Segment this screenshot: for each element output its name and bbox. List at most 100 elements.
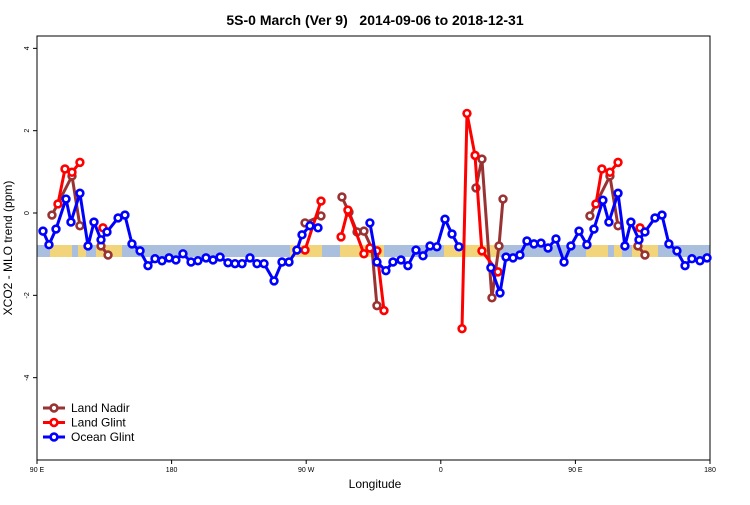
data-point [680,261,690,271]
data-point [96,235,106,245]
data-point [365,218,375,228]
data-point [591,199,601,209]
data-point [515,250,525,260]
data-point [418,251,428,261]
data-point [143,261,153,271]
y-tick-label: 0 [24,211,31,215]
data-point [178,249,188,259]
data-point [316,211,326,221]
y-tick-label: -2 [24,292,31,298]
data-point [494,241,504,251]
data-point [447,229,457,239]
series [47,154,650,311]
data-point [103,250,113,260]
data-point [411,245,421,255]
data-point [171,255,181,265]
data-point [305,221,315,231]
legend-marker [49,432,59,442]
data-point [193,256,203,266]
land-band [78,245,86,257]
data-point [75,157,85,168]
data-point [529,239,539,249]
land-band [444,245,500,257]
data-point [53,199,63,209]
legend-label: Land Nadir [71,401,130,415]
data-point [381,265,391,276]
series [53,108,645,334]
data-point [135,246,145,256]
data-point [223,258,233,268]
data-point [61,194,71,204]
data-point [501,252,511,262]
data-point [613,188,623,198]
land-band [614,245,622,257]
data-point [536,238,546,248]
data-point [388,257,398,267]
x-axis-label: Longitude [349,477,402,491]
data-point [477,246,487,256]
data-point [127,239,137,249]
data-point [337,192,347,202]
data-point [634,235,644,245]
data-point [440,214,450,224]
data-point [566,241,576,251]
data-point [313,223,323,233]
data-point [672,246,682,256]
data-point [613,221,623,231]
data-point [237,258,247,269]
data-point [403,261,413,271]
data-point [66,217,76,227]
land-band [50,245,72,257]
data-point [89,217,99,227]
data-point [51,224,61,234]
data-point [300,245,310,255]
data-point [396,255,406,265]
data-point [620,241,630,251]
data-point [559,257,569,267]
data-point [67,167,77,177]
data-point [259,258,269,269]
data-point [470,150,480,161]
data-point [626,217,636,227]
data-point [359,249,369,259]
data-point [604,217,614,227]
data-point [574,226,584,236]
series-line [50,157,647,306]
data-point [292,245,302,255]
data-point [284,257,294,267]
data-point [585,211,595,221]
data-point [613,157,623,168]
x-tick-label: 180 [704,467,716,474]
data-point [582,240,592,250]
data-point [372,257,382,267]
data-point [664,239,674,249]
data-point [120,210,130,220]
data-point [498,194,508,204]
data-point [245,253,255,263]
data-point [598,195,608,205]
data-point [47,210,57,220]
x-tick-label: 90 E [30,467,45,474]
data-point [297,230,307,240]
y-tick-label: 4 [24,46,31,50]
data-point [589,224,599,234]
data-point [605,167,615,177]
x-tick-label: 90 E [568,467,583,474]
data-point [495,288,505,298]
data-point [83,241,93,251]
data-point [687,254,697,264]
data-point [543,243,553,253]
data-point [75,188,85,198]
chart-title: 5S-0 March (Ver 9) 2014-09-06 to 2018-12… [226,12,523,28]
data-point [44,240,54,250]
data-point [102,227,112,237]
data-point [487,293,497,303]
y-axis-label: XCO2 - MLO trend (ppm) [1,181,15,316]
data-point [457,323,467,334]
data-point [493,267,503,277]
data-point [60,164,70,174]
data-point [343,205,353,215]
data-point [336,232,346,242]
x-tick-label: 90 W [298,467,315,474]
